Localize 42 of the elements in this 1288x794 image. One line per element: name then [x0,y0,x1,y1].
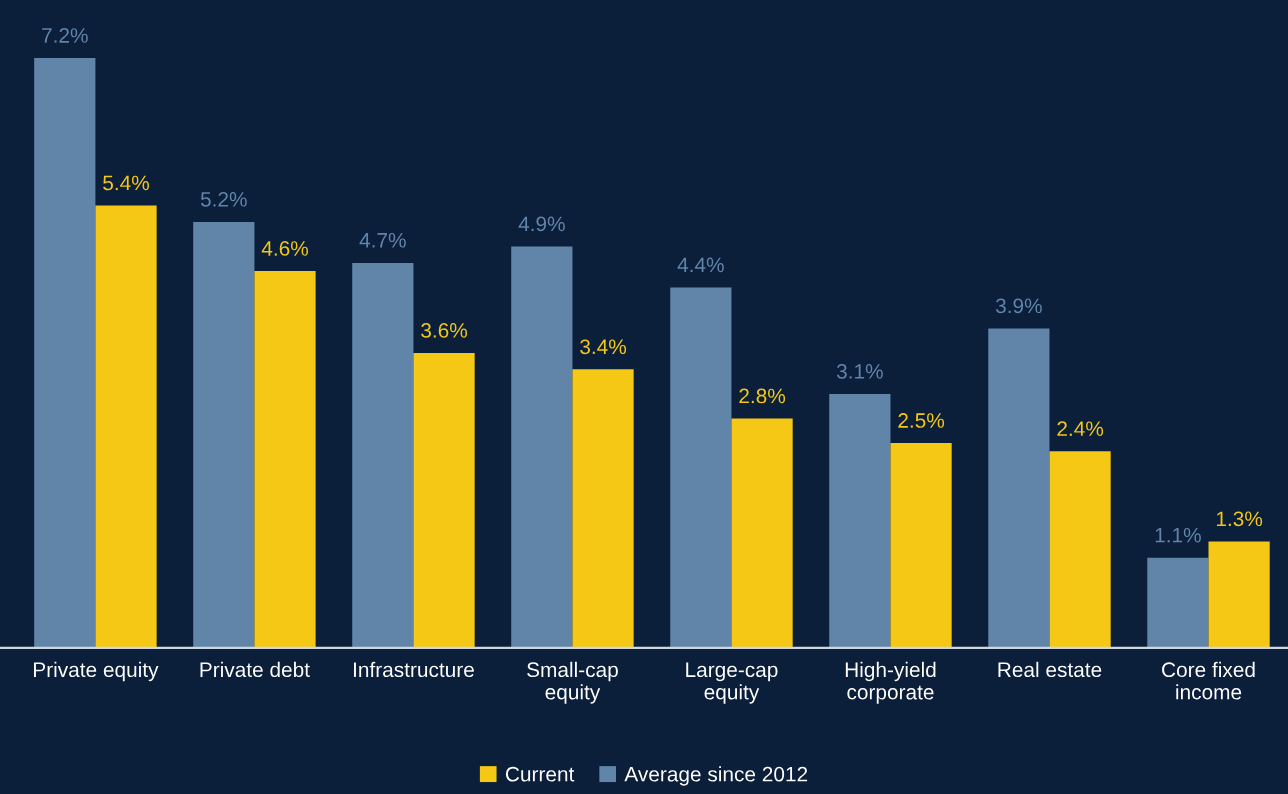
legend-label: Current [505,766,575,782]
bar [890,443,952,648]
data-label: 4.7% [359,232,406,248]
x-tick-label: Small-cap equity [527,661,618,704]
bar [95,205,157,648]
x-tick-label: High-yield corporate [845,661,936,704]
data-label: 4.4% [677,257,724,273]
x-tick-label: Private equity [34,661,159,682]
legend-label: Average since 2012 [624,766,808,786]
bar [34,58,96,648]
bar [1147,557,1209,648]
x-tick-label: Large-cap equity [686,662,778,704]
bar [572,369,634,648]
data-label: 1.3% [1216,511,1263,527]
data-label: 1.1% [1155,527,1201,543]
data-label: 7.2% [42,28,88,43]
data-label: 3.6% [421,323,468,338]
data-label: 2.5% [898,413,945,428]
bar [352,262,414,648]
x-tick-label: Infrastructure [354,661,474,678]
data-label: 3.4% [580,339,627,355]
data-label: 3.9% [995,298,1042,314]
data-label: 4.9% [518,216,565,232]
bar [254,271,316,648]
bar [670,287,732,648]
bar [511,246,573,648]
data-label: 3.1% [836,363,883,379]
data-label: 5.4% [103,175,150,191]
data-label: 2.8% [739,388,786,404]
data-label: 2.4% [1057,421,1104,436]
bar [193,221,255,648]
data-label: 4.6% [261,241,309,256]
bar [988,328,1050,648]
x-tick-label: Core fixed income [1162,661,1255,700]
x-tick-label: Real estate [998,661,1102,678]
bar [1049,451,1111,648]
bar [413,352,475,648]
bar [1208,541,1270,648]
x-tick-label: Private debt [200,661,310,678]
bar [829,393,891,648]
data-label: 5.2% [200,191,247,207]
bar [731,418,793,648]
